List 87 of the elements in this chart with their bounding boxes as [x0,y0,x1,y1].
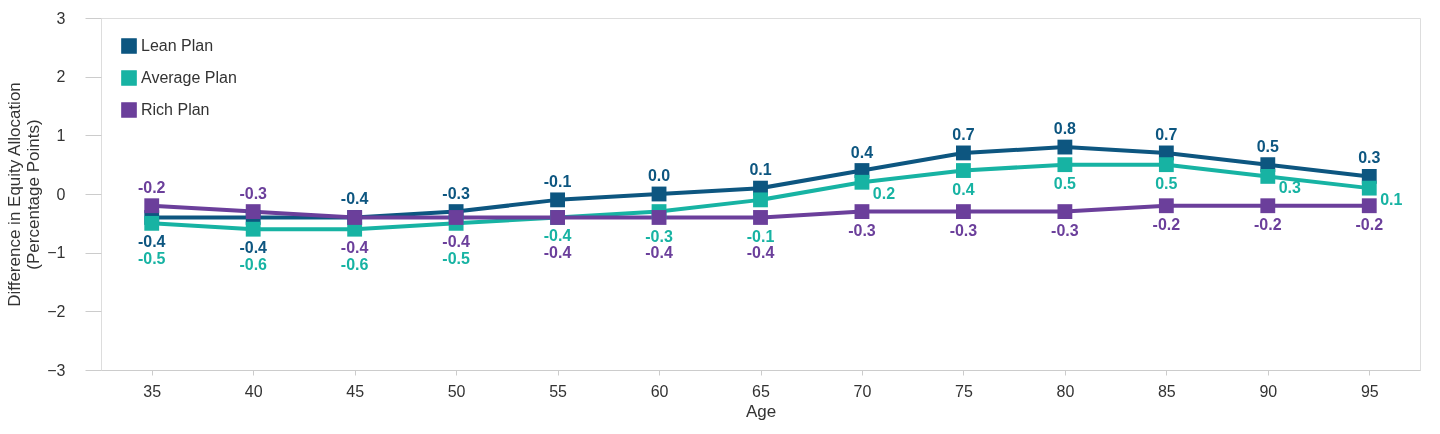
point [956,145,971,161]
point [1158,198,1174,214]
point [1260,198,1276,214]
data-label: 0.7 [1155,125,1178,143]
x-tick-label: 45 [346,382,365,400]
data-label: -0.1 [543,172,572,190]
point [956,204,971,220]
data-label: -0.3 [1051,221,1079,239]
y-axis-title: Difference in Equity Allocation (Percentage Points) [5,82,44,307]
data-label: -0.4 [340,190,369,208]
data-label: -0.4 [543,244,572,262]
point [245,204,261,220]
point [1057,204,1073,220]
x-tick-label: 50 [447,382,466,400]
data-label: -0.6 [239,256,268,274]
data-label: -0.2 [1355,215,1384,233]
data-label: -0.4 [137,233,166,251]
point [651,210,667,225]
x-tick-label: 40 [244,382,263,400]
data-label: -0.3 [645,227,673,245]
point [1057,157,1073,173]
data-label: 0.5 [1053,174,1077,192]
point [1361,198,1377,214]
legend-label: Rich Plan [141,101,210,118]
point [1260,168,1276,184]
data-label: 0.4 [850,143,874,161]
data-label: 0.3 [1358,149,1381,167]
data-label: 0.1 [1380,191,1403,209]
data-label: 0.3 [1278,179,1302,197]
point [956,163,971,178]
data-label: -0.3 [848,221,876,239]
data-label: 0.5 [1256,137,1280,155]
data-label: -0.4 [746,244,775,262]
x-tick-label: 80 [1056,382,1075,400]
data-label: -0.2 [137,178,166,196]
y-tick-label: −3 [47,361,66,379]
point [854,204,870,220]
data-label: -0.2 [1152,215,1181,233]
y-tick-label: 2 [56,68,66,86]
data-label: 0.2 [872,185,896,203]
data-label: -0.1 [746,227,775,245]
data-label: -0.2 [1254,215,1282,233]
y-tick-label: 1 [56,126,66,144]
point [550,192,565,208]
y-tick-label: −1 [47,244,66,262]
data-label: 0.1 [749,161,772,179]
data-label: -0.3 [442,184,470,202]
x-tick-label: 55 [549,382,568,400]
data-label: -0.4 [442,233,470,251]
y-tick-label: 3 [56,9,66,27]
x-tick-label: 65 [752,382,770,400]
data-label: -0.4 [645,244,673,262]
point [1057,139,1073,155]
point [1158,157,1174,173]
data-label: 0.0 [647,167,671,184]
point [854,174,870,190]
data-label: -0.3 [949,221,978,239]
y-tick-label: 0 [56,185,66,203]
data-label: -0.5 [137,250,166,268]
data-label: -0.4 [340,239,369,257]
point [144,215,160,231]
x-tick-label: 90 [1259,382,1278,400]
data-label: -0.6 [340,256,369,274]
data-label: 0.8 [1053,120,1077,138]
point [245,221,261,237]
x-tick-label: 85 [1157,382,1176,400]
data-label: 0.7 [952,125,975,143]
y-tick-label: −2 [47,302,66,320]
x-tick-label: 75 [955,382,973,400]
data-label: -0.4 [543,227,572,245]
point [753,210,768,225]
x-tick-label: 95 [1360,382,1379,400]
data-label: -0.3 [239,184,268,202]
data-label: 0.4 [952,180,975,198]
legend-label: Lean Plan [141,37,214,54]
data-label: -0.4 [239,239,268,257]
x-tick-label: 70 [853,382,872,400]
point [1361,180,1377,196]
data-label: 0.5 [1155,174,1178,192]
x-tick-label: 35 [143,382,162,400]
point [144,198,160,214]
x-tick-label: 60 [650,382,669,400]
x-axis-title: Age [745,401,777,421]
data-label: -0.5 [442,250,470,268]
point [753,192,768,208]
point [448,210,464,225]
legend-label: Average Plan [141,69,237,86]
